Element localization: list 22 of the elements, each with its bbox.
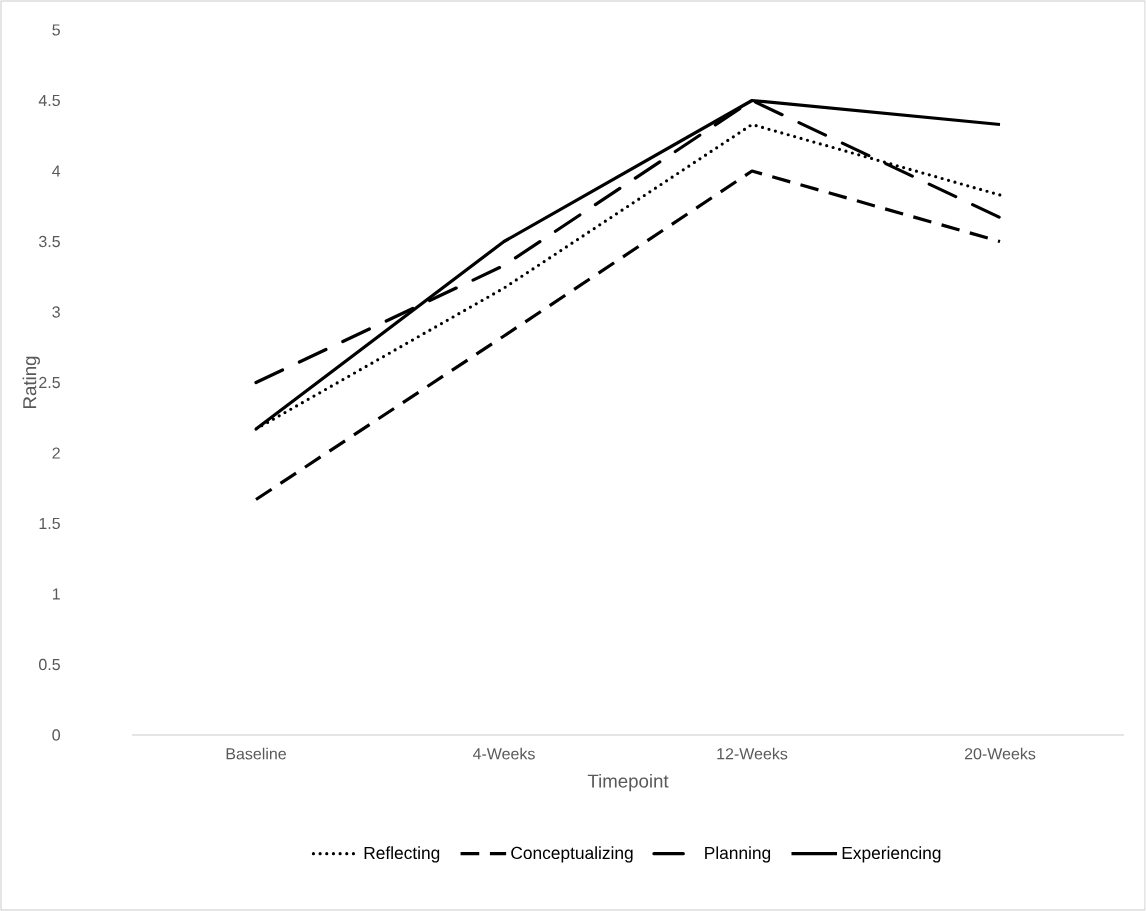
x-tick-label: Baseline	[226, 747, 286, 760]
legend-label: Planning	[705, 846, 771, 863]
y-tick-label: 0.5	[39, 658, 60, 671]
line-series	[254, 169, 1002, 502]
y-tick-label: 5	[52, 24, 60, 36]
y-tick-label: 2	[52, 447, 60, 459]
y-tick-label: 3.5	[38, 235, 60, 248]
x-tick-label: 4-Weeks	[472, 747, 535, 760]
x-tick-label: 20-Weeks	[964, 747, 1036, 760]
legend-label: Experiencing	[842, 846, 941, 863]
y-tick-label: 1.5	[39, 517, 60, 530]
y-tick-label: 2.5	[39, 376, 60, 389]
y-tick-label: 3	[52, 306, 60, 318]
legend-label: Conceptualizing	[511, 846, 633, 863]
legend-label: Reflecting	[364, 846, 440, 863]
x-axis-title: Timepoint	[587, 773, 669, 792]
y-axis-title: Rating	[22, 356, 40, 408]
y-tick-label: 1	[52, 588, 60, 600]
y-tick-label: 4	[52, 165, 61, 177]
x-tick-label: 12-Weeks	[717, 747, 788, 760]
y-tick-label: 0	[52, 729, 60, 741]
y-tick-label: 4.5	[38, 94, 60, 107]
